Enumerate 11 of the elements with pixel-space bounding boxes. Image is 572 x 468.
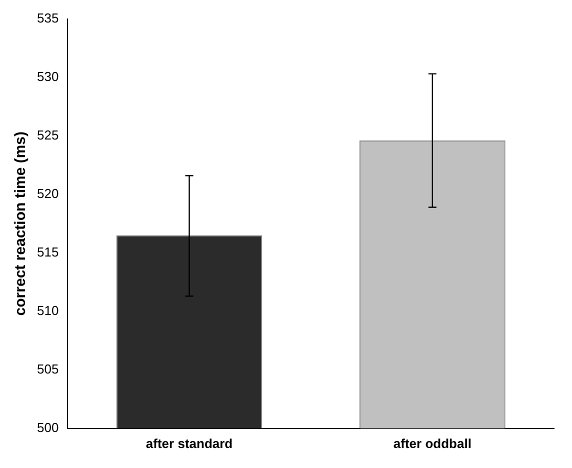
x-tick-label: after oddball xyxy=(393,436,472,451)
x-tick-label: after standard xyxy=(146,436,233,451)
y-tick-label: 510 xyxy=(36,302,59,318)
y-tick-label: 530 xyxy=(36,68,59,84)
y-axis-title: correct reaction time (ms) xyxy=(12,131,30,316)
y-tick-label: 525 xyxy=(36,127,59,142)
y-tick-label: 520 xyxy=(36,186,59,201)
y-tick-label: 535 xyxy=(36,10,59,26)
y-tick-label: 505 xyxy=(36,361,59,376)
y-tick-label: 515 xyxy=(36,244,59,260)
y-tick-label: 500 xyxy=(36,420,59,435)
